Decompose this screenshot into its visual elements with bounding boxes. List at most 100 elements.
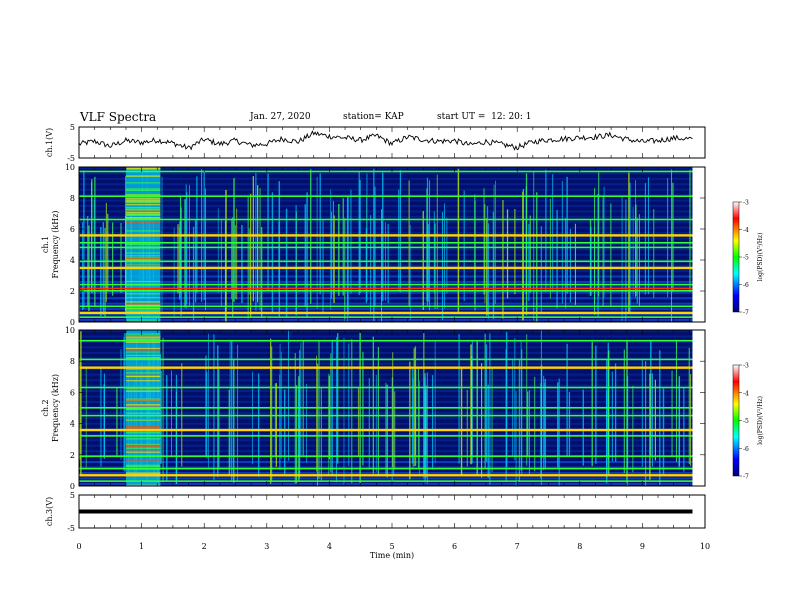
- burst-band: [125, 357, 161, 359]
- colorbar-tick-label: -6: [743, 446, 749, 453]
- burst-band: [125, 307, 161, 309]
- transmitter-band: [79, 246, 693, 249]
- y-tick-label: 6: [70, 225, 75, 234]
- x-tick-label: 1: [139, 542, 144, 551]
- y-tick-label: 2: [70, 451, 75, 460]
- transmitter-band: [79, 260, 693, 263]
- burst-band: [125, 372, 161, 374]
- burst-band: [125, 319, 161, 321]
- burst-band: [125, 472, 161, 474]
- transmitter-band: [79, 407, 693, 409]
- burst-band: [125, 465, 161, 468]
- transmitter-band: [79, 311, 693, 315]
- transmitter-band: [79, 266, 693, 270]
- noise-row: [79, 172, 693, 175]
- burst-band: [125, 375, 161, 377]
- burst-band: [125, 264, 161, 266]
- colorbar-tick-label: -7: [743, 310, 749, 317]
- burst-band: [125, 214, 161, 216]
- y-axis-label-2: Frequency (kHz): [51, 210, 60, 278]
- transmitter-band: [79, 283, 693, 286]
- noise-row: [79, 482, 693, 485]
- ch1-trace: [78, 130, 693, 151]
- burst-band: [125, 374, 161, 376]
- noise-row: [79, 177, 693, 180]
- y-axis-label: ch.2: [41, 399, 50, 416]
- noise-row: [79, 194, 693, 197]
- burst-band: [125, 349, 161, 351]
- burst-band: [125, 336, 161, 338]
- burst-band: [125, 259, 161, 261]
- burst-band: [125, 182, 161, 184]
- burst-band: [125, 303, 161, 305]
- burst-band: [125, 404, 161, 406]
- x-tick-label: 7: [515, 542, 520, 551]
- colorbar-label: log(PSD)(V²/Hz): [757, 396, 764, 445]
- transmitter-band: [79, 474, 693, 477]
- burst-band: [125, 167, 161, 169]
- burst-band: [125, 297, 161, 299]
- noise-row: [79, 308, 693, 311]
- burst-band: [125, 201, 161, 203]
- colorbar-tick-label: -3: [743, 200, 749, 207]
- y-tick-label: 8: [70, 194, 75, 203]
- burst-band: [125, 444, 161, 446]
- transmitter-band: [79, 455, 693, 457]
- burst-band: [125, 193, 161, 195]
- burst-band: [125, 449, 161, 451]
- noise-row: [79, 373, 693, 376]
- burst-band: [125, 268, 161, 271]
- x-tick-label: 9: [640, 542, 645, 551]
- burst-band: [125, 380, 161, 382]
- y-tick-label: 5: [70, 123, 75, 132]
- transmitter-band: [79, 428, 693, 432]
- burst-band: [125, 293, 161, 295]
- burst-band: [125, 243, 161, 245]
- y-axis-label-2: Frequency (kHz): [51, 374, 60, 442]
- burst-band: [125, 341, 161, 343]
- burst-band: [125, 408, 161, 410]
- transmitter-band: [79, 195, 693, 198]
- burst-band: [125, 451, 161, 453]
- burst-band: [125, 252, 161, 254]
- burst-band: [125, 427, 161, 429]
- noise-row: [79, 346, 693, 349]
- noise-row: [79, 477, 693, 480]
- colorbar-tick-label: -4: [743, 227, 749, 234]
- y-tick-label: 2: [70, 287, 75, 296]
- colorbar-tick-label: -3: [743, 363, 749, 370]
- noise-row: [79, 210, 693, 213]
- y-tick-label: 5: [70, 491, 75, 500]
- transmitter-band: [79, 435, 693, 437]
- y-axis-label: ch.1(V): [45, 128, 54, 157]
- burst-band: [125, 211, 161, 214]
- burst-band: [125, 175, 161, 177]
- noise-row: [79, 199, 693, 202]
- burst-band: [125, 438, 161, 440]
- burst-band: [125, 337, 161, 339]
- no-data-region: [692, 167, 705, 322]
- y-tick-label: 4: [70, 256, 75, 265]
- chart-title: VLF Spectra: [80, 110, 157, 124]
- colorbar-tick-label: -4: [743, 390, 749, 397]
- transmitter-band: [79, 218, 693, 221]
- burst-band: [125, 347, 161, 350]
- noise-row: [79, 368, 693, 371]
- burst-band: [125, 339, 161, 341]
- noise-row: [79, 302, 693, 305]
- transmitter-band: [79, 305, 693, 308]
- transmitter-band: [79, 290, 693, 292]
- burst-band: [125, 204, 161, 206]
- y-tick-label: 8: [70, 357, 75, 366]
- transmitter-band: [79, 467, 693, 470]
- no-data-region: [692, 330, 705, 486]
- burst-band: [125, 354, 161, 356]
- y-tick-label: -5: [67, 524, 75, 533]
- x-tick-label: 0: [76, 542, 81, 551]
- noise-row: [79, 379, 693, 382]
- colorbar-tick-label: -6: [743, 282, 749, 289]
- burst-band: [125, 399, 161, 401]
- y-axis-label: ch.3(V): [45, 497, 54, 526]
- burst-band: [125, 255, 161, 257]
